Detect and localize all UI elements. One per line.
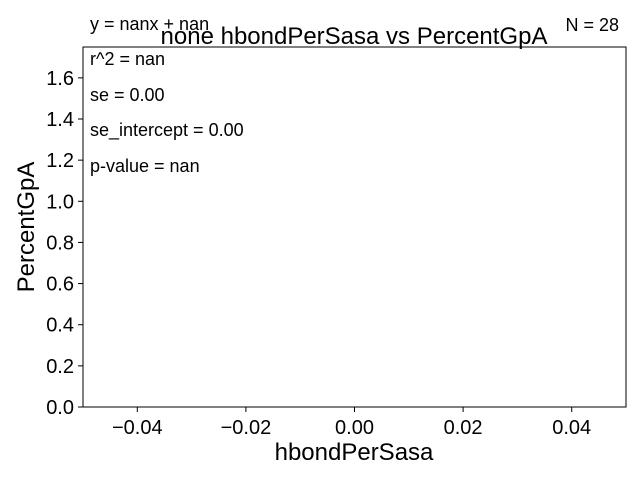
x-tick-label: −0.02 <box>221 417 272 439</box>
y-tick-label: 1.4 <box>46 109 74 131</box>
y-tick-label: 0.6 <box>46 274 74 296</box>
x-tick-label: 0.02 <box>444 417 483 439</box>
x-tick-label: −0.04 <box>112 417 163 439</box>
r-squared-label: r^2 = nan <box>90 49 165 69</box>
se-intercept-label: se_intercept = 0.00 <box>90 120 244 141</box>
y-tick-label: 0.4 <box>46 315 74 337</box>
y-tick-label: 0.8 <box>46 232 74 254</box>
sample-size-label: N = 28 <box>565 15 619 35</box>
x-axis-ticks: −0.04 −0.02 0.00 0.02 0.04 <box>112 407 591 439</box>
y-tick-label: 1.6 <box>46 68 74 90</box>
y-tick-label: 1.2 <box>46 150 74 172</box>
x-tick-label: 0.00 <box>335 417 374 439</box>
y-axis-label: PercentGpA <box>13 162 40 293</box>
x-tick-label: 0.04 <box>552 417 591 439</box>
y-axis-ticks: 0.0 0.2 0.4 0.6 0.8 1.0 1.2 1.4 1.6 <box>46 68 83 419</box>
p-value-label: p-value = nan <box>90 156 200 176</box>
y-tick-label: 0.2 <box>46 356 74 378</box>
y-tick-label: 0.0 <box>46 397 74 419</box>
x-axis-label: hbondPerSasa <box>275 439 434 466</box>
standard-error-label: se = 0.00 <box>90 85 165 105</box>
chart-title: none hbondPerSasa vs PercentGpA <box>161 23 548 50</box>
regression-equation: y = nanx + nan <box>90 14 209 34</box>
y-tick-label: 1.0 <box>46 191 74 213</box>
